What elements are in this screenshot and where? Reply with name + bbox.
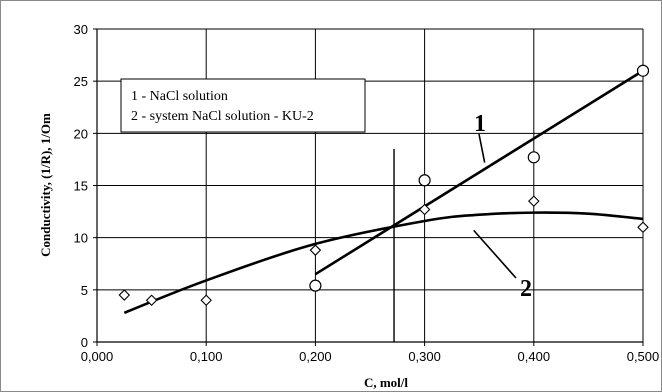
y-axis-title: Conductivity, (1/R), 1/Om [38, 113, 53, 257]
curve-label-1-leader [478, 133, 486, 163]
series-2-point [118, 289, 131, 301]
series-2-point [418, 203, 431, 216]
curve-label-1: 1 [474, 111, 486, 137]
series-2-point [200, 294, 212, 307]
x-tick-label: 0,200 [299, 349, 332, 364]
legend-box [120, 78, 366, 133]
axis-layer: 0,000 0,100 0,200 0,300 0,400 0,500 0 5 10 15 20 25… [74, 22, 660, 364]
series-2-trendline [123, 211, 644, 314]
y-tick-label: 0 [81, 335, 88, 350]
y-tick-label: 30 [74, 22, 88, 37]
y-tick-label: 10 [74, 231, 88, 246]
series-2-point [528, 195, 540, 207]
y-tick-label: 20 [74, 126, 88, 141]
series-1-point [636, 64, 650, 77]
y-tick-label: 15 [74, 179, 88, 194]
series-1-point [309, 279, 322, 292]
legend-entry-1: 1 - NaCl solution [131, 89, 228, 104]
curve-label-2: 2 [520, 276, 532, 302]
series-2-point [309, 244, 322, 256]
x-axis-title: C, mol/l [364, 375, 408, 390]
y-tick-label: 25 [74, 74, 88, 89]
series-2-point [637, 221, 649, 234]
series-2-point [145, 294, 158, 307]
x-tick-label: 0,000 [81, 349, 114, 364]
grid-layer [97, 28, 644, 342]
series-1-point [527, 151, 540, 164]
x-tick-label: 0,300 [408, 349, 441, 364]
series-1-point [418, 174, 431, 187]
y-tick-label: 5 [81, 283, 88, 298]
plot-layer [118, 64, 650, 342]
series-1-trendline [314, 69, 644, 276]
x-tick-label: 0,100 [190, 349, 223, 364]
x-tick-label: 0,400 [518, 349, 551, 364]
curve-label-2-leader [473, 229, 517, 279]
x-tick-label: 0,500 [627, 349, 660, 364]
legend: 1 - NaCl solution 2 - system NaCl soluti… [120, 78, 366, 133]
legend-entry-2: 2 - system NaCl solution - KU-2 [131, 109, 314, 124]
